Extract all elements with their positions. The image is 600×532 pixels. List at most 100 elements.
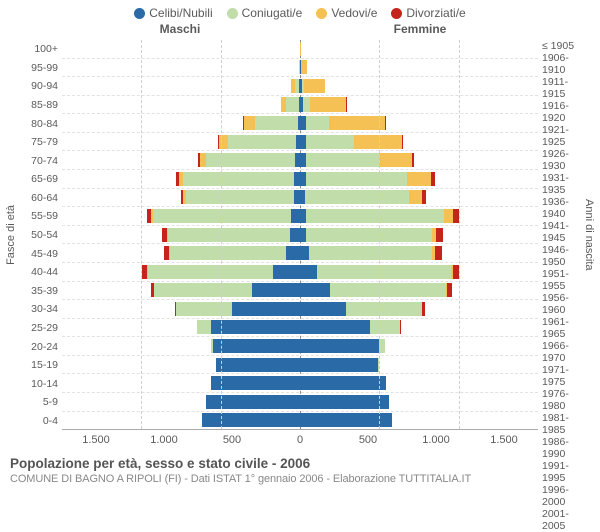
birth-tick: 1986-1990	[538, 436, 582, 460]
segment-divorced	[431, 172, 435, 186]
age-tick: 70-74	[18, 151, 62, 170]
segment-single	[211, 376, 300, 390]
segment-divorced	[422, 302, 424, 316]
segment-married	[306, 135, 354, 149]
segment-married	[186, 190, 294, 204]
x-tick: 1.000	[402, 434, 470, 446]
age-tick: 15-19	[18, 356, 62, 375]
segment-married	[197, 320, 211, 334]
gridline	[459, 40, 460, 429]
bar-row	[62, 188, 538, 207]
bar-row	[62, 76, 538, 95]
birth-tick: 1936-1940	[538, 196, 582, 220]
segment-divorced	[412, 153, 414, 167]
bar-male	[62, 172, 300, 186]
birth-tick: 1926-1930	[538, 148, 582, 172]
bar-male	[62, 42, 300, 56]
bar-female	[300, 358, 538, 372]
bar-row	[62, 150, 538, 169]
segment-single	[300, 283, 330, 297]
segment-single	[252, 283, 300, 297]
segment-widowed	[409, 190, 422, 204]
bar-male	[62, 246, 300, 260]
birth-tick: 1971-1975	[538, 364, 582, 388]
x-tick: 500	[334, 434, 402, 446]
bar-female	[300, 172, 538, 186]
legend-swatch	[227, 8, 238, 19]
segment-divorced	[435, 246, 441, 260]
segment-married	[306, 116, 330, 130]
segment-divorced	[400, 320, 401, 334]
legend-label: Celibi/Nubili	[149, 6, 212, 20]
bar-male	[62, 283, 300, 297]
bar-male	[62, 265, 300, 279]
segment-widowed	[301, 60, 307, 74]
birth-tick: 2001-2005	[538, 508, 582, 532]
bar-row	[62, 206, 538, 225]
segment-married	[330, 283, 446, 297]
bar-row	[62, 336, 538, 355]
bar-row	[62, 373, 538, 392]
birth-tick: 1931-1935	[538, 172, 582, 196]
segment-married	[170, 246, 286, 260]
legend-label: Vedovi/e	[331, 6, 377, 20]
bar-female	[300, 153, 538, 167]
age-tick: 5-9	[18, 393, 62, 412]
birth-tick: 1906-1910	[538, 52, 582, 76]
segment-married	[153, 209, 291, 223]
bar-male	[62, 153, 300, 167]
age-tick: 65-69	[18, 170, 62, 189]
gridline	[379, 40, 380, 429]
x-tick: 1.500	[470, 434, 538, 446]
gridline	[221, 40, 222, 429]
bar-rows	[62, 40, 538, 429]
chart-title: Popolazione per età, sesso e stato civil…	[10, 456, 590, 471]
segment-single	[290, 228, 300, 242]
age-tick: 80-84	[18, 114, 62, 133]
segment-married	[228, 135, 296, 149]
bar-row	[62, 243, 538, 262]
age-tick: 10-14	[18, 374, 62, 393]
bar-female	[300, 209, 538, 223]
segment-married	[370, 320, 400, 334]
segment-single	[300, 246, 309, 260]
bar-row	[62, 132, 538, 151]
bar-male	[62, 302, 300, 316]
bar-female	[300, 228, 538, 242]
bar-row	[62, 392, 538, 411]
birth-tick: 1911-1915	[538, 76, 582, 100]
bar-row	[62, 58, 538, 77]
x-tick: 1.500	[62, 434, 130, 446]
segment-single	[300, 302, 346, 316]
bar-female	[300, 79, 538, 93]
chart-area: Fasce di età 100+95-9990-9485-8980-8475-…	[0, 40, 600, 430]
bar-row	[62, 299, 538, 318]
segment-single	[286, 246, 300, 260]
x-axis: 1.5001.00050005001.0001.500	[0, 430, 600, 446]
birth-tick: ≤ 1905	[538, 40, 582, 52]
segment-married	[346, 302, 422, 316]
segment-married	[305, 190, 410, 204]
segment-married	[183, 172, 294, 186]
segment-single	[300, 358, 378, 372]
bar-male	[62, 209, 300, 223]
bar-female	[300, 413, 538, 427]
age-tick: 90-94	[18, 77, 62, 96]
birth-tick: 1996-2000	[538, 484, 582, 508]
age-tick: 45-49	[18, 244, 62, 263]
age-tick: 55-59	[18, 207, 62, 226]
segment-widowed	[310, 97, 346, 111]
birth-tick: 1921-1925	[538, 124, 582, 148]
segment-single	[211, 320, 300, 334]
age-tick: 50-54	[18, 226, 62, 245]
segment-married	[286, 97, 299, 111]
bar-row	[62, 95, 538, 114]
bar-row	[62, 40, 538, 58]
segment-single	[300, 376, 386, 390]
bar-female	[300, 320, 538, 334]
legend-swatch	[391, 8, 402, 19]
header-female: Femmine	[300, 22, 540, 36]
bar-row	[62, 169, 538, 188]
bar-male	[62, 97, 300, 111]
birth-tick: 1951-1955	[538, 268, 582, 292]
